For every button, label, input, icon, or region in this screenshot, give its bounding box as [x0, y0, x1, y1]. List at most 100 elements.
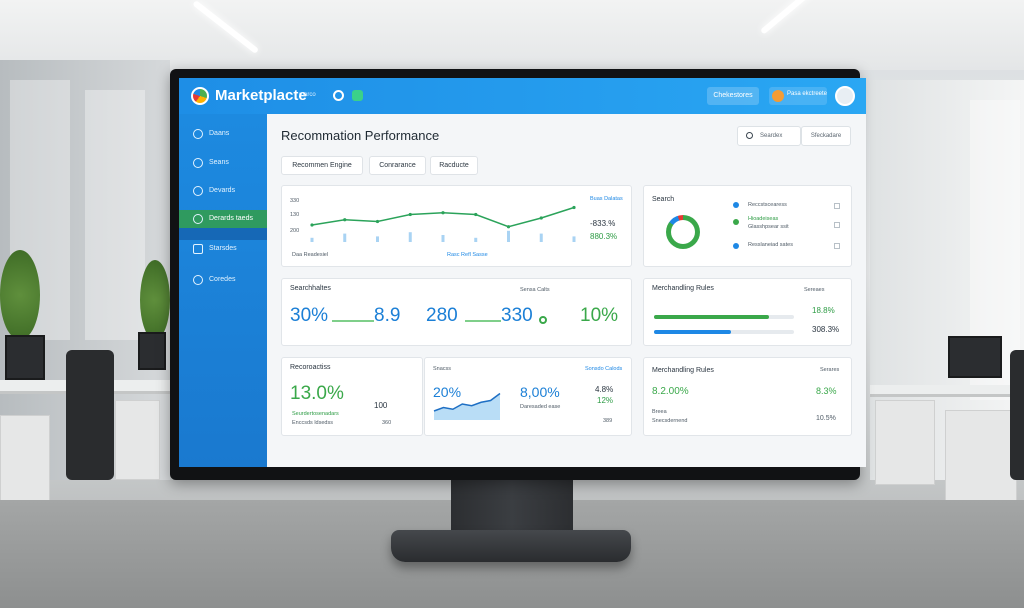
chart-point: [343, 218, 347, 222]
metric-value: 8.2.00%: [652, 386, 689, 397]
monitor-brand: [500, 470, 524, 476]
card-subtitle: Sonsdo Calods: [585, 366, 623, 372]
list-icon: [193, 244, 203, 254]
sidebar-item-derards-taeds[interactable]: Derards taeds: [179, 210, 267, 240]
chart-bar: [376, 236, 379, 242]
dashboard-screen: Marketplacte marco Chekestores Pasa ekct…: [179, 78, 866, 467]
stat-value: 308.3%: [812, 325, 840, 334]
sidebar-item-label: Devards: [209, 187, 236, 194]
stat-value: 12%: [597, 396, 614, 405]
card-title: Merchandling Rules: [652, 367, 714, 374]
checkout-button[interactable]: Chekestores: [707, 87, 759, 105]
sidebar-item-label: Derards taeds: [209, 215, 253, 222]
office-cabinet: [0, 415, 50, 505]
progress-bar-green: [654, 315, 794, 319]
home-icon: [193, 129, 203, 139]
y-tick: 200: [290, 228, 300, 234]
sidebar-item-daans[interactable]: Daans: [179, 125, 267, 143]
legend-dot: [733, 202, 739, 208]
office-cabinet: [115, 400, 160, 480]
stat-value: 10.5%: [816, 415, 836, 422]
refresh-icon[interactable]: [333, 90, 344, 101]
sidebar-item-label: Seans: [209, 159, 229, 166]
office-ceiling: [0, 0, 1024, 70]
sidebar-item-coredes[interactable]: Coredes: [179, 271, 267, 289]
card-title: Merchandling Rules: [652, 285, 714, 292]
chart-point: [310, 223, 314, 227]
x-axis-label: Daa Readesiel: [292, 252, 329, 258]
office-monitor: [5, 335, 45, 380]
legend-label: Buas Dalatas: [590, 196, 623, 202]
chat-icon[interactable]: [352, 90, 363, 101]
search-input[interactable]: Seardex: [737, 126, 801, 146]
card-title: Recoroactiss: [290, 364, 331, 371]
metric-value: 13.0%: [290, 383, 344, 404]
metric-label: Daresaded ease: [520, 404, 561, 410]
search-icon: [746, 132, 753, 139]
tab-conrarance[interactable]: Conrarance: [369, 156, 426, 175]
card-subtitle: Serares: [820, 367, 840, 373]
metric-value: 8,00%: [520, 384, 560, 400]
metric-value: 30%: [290, 305, 329, 326]
stat-value: 880.3%: [590, 232, 618, 241]
trend-card: Snacss Sonsdo Calods 20% 8,00% Daresaded…: [424, 357, 632, 436]
office-cabinet: [875, 400, 935, 485]
legend-item: Glasshpsear ssit: [748, 224, 789, 230]
sidebar: Daans Seans Devards Derards taeds Starsd…: [179, 114, 267, 467]
checkbox[interactable]: [834, 243, 840, 249]
chart-bar: [572, 236, 576, 242]
sidebar-item-devards[interactable]: Devards: [179, 182, 267, 200]
search-placeholder: Seardex: [760, 133, 783, 139]
user-menu[interactable]: Pasa ekctreete: [769, 87, 827, 105]
sidebar-item-label: Daans: [209, 130, 230, 137]
sidebar-item-seans[interactable]: Seans: [179, 154, 267, 172]
sidebar-item-starsdes[interactable]: Starsdes: [179, 240, 267, 258]
office-plant: [140, 260, 170, 340]
chart-point: [539, 216, 543, 220]
metrics-card: Searchhaltes Sensa Calts 30% 8.9 280 330…: [281, 278, 632, 346]
chart-icon: [193, 158, 203, 168]
metric-value: 330: [501, 305, 533, 326]
card-title: Search: [652, 196, 675, 203]
metric-connector: [465, 320, 501, 322]
metric-label: Enccsds ldsedss: [292, 420, 333, 426]
card-title: Searchhaltes: [290, 285, 331, 292]
user-name: Pasa ekctreete: [787, 91, 828, 97]
office-cabinet: [945, 410, 1017, 505]
chart-bar: [539, 233, 543, 242]
stat-value: 4.8%: [595, 385, 614, 394]
stat-value: 18.8%: [812, 306, 835, 315]
checkbox[interactable]: [834, 203, 840, 209]
chart-bar: [310, 237, 314, 242]
metric-value: 10%: [580, 305, 619, 326]
legend-item: Hioadeiseas: [748, 216, 779, 222]
metric-label: Breea: [652, 409, 667, 415]
stat-value: 8.3%: [816, 386, 837, 396]
line-chart-card: 330 130 200 Daa Readesiel Rasc Refl Sass…: [281, 185, 632, 267]
office-monitor: [138, 332, 166, 370]
y-tick: 130: [290, 212, 300, 218]
search-filter-button[interactable]: Sfeckadare: [801, 126, 851, 146]
progress-bar-blue: [654, 330, 794, 334]
settings-icon: [193, 275, 203, 285]
tab-racducte[interactable]: Racducte: [430, 156, 478, 175]
chart-point: [506, 225, 511, 229]
checkbox[interactable]: [834, 222, 840, 228]
tab-recommen-engine[interactable]: Recommen Engine: [281, 156, 363, 175]
chart-point: [375, 219, 380, 224]
metric-side-value: 100: [374, 401, 388, 410]
metric-label: Snecsdernend: [652, 418, 688, 424]
donut-chart: [666, 215, 700, 249]
app-subtitle: marco: [299, 92, 316, 98]
avatar[interactable]: [835, 86, 855, 106]
chart-bar: [343, 233, 347, 242]
card-subtitle: Sereaes: [804, 287, 825, 293]
x-axis-label: Rasc Refl Sasse: [447, 252, 488, 258]
donut-hole: [671, 220, 695, 244]
chart-point: [474, 212, 478, 217]
stat-value: 389: [603, 418, 613, 424]
chart-bar: [408, 232, 412, 242]
logo-icon: [191, 87, 209, 105]
chart-point: [441, 211, 445, 215]
line-chart: [310, 205, 576, 242]
